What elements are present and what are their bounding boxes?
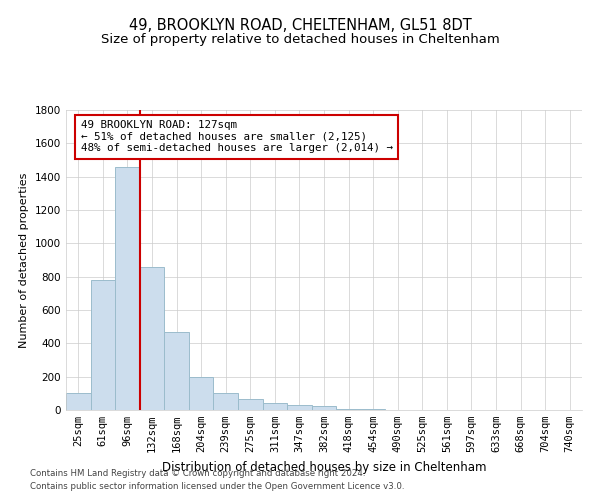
Bar	[287, 405, 312, 410]
Bar	[91, 280, 115, 410]
Bar	[263, 404, 287, 410]
Y-axis label: Number of detached properties: Number of detached properties	[19, 172, 29, 348]
Bar	[115, 166, 140, 410]
Text: Contains HM Land Registry data © Crown copyright and database right 2024.: Contains HM Land Registry data © Crown c…	[30, 468, 365, 477]
X-axis label: Distribution of detached houses by size in Cheltenham: Distribution of detached houses by size …	[162, 460, 486, 473]
Text: 49 BROOKLYN ROAD: 127sqm
← 51% of detached houses are smaller (2,125)
48% of sem: 49 BROOKLYN ROAD: 127sqm ← 51% of detach…	[81, 120, 393, 153]
Bar	[336, 409, 361, 410]
Bar	[361, 409, 385, 410]
Bar	[312, 406, 336, 410]
Text: Contains public sector information licensed under the Open Government Licence v3: Contains public sector information licen…	[30, 482, 404, 491]
Bar	[164, 332, 189, 410]
Bar	[189, 376, 214, 410]
Text: 49, BROOKLYN ROAD, CHELTENHAM, GL51 8DT: 49, BROOKLYN ROAD, CHELTENHAM, GL51 8DT	[128, 18, 472, 32]
Text: Size of property relative to detached houses in Cheltenham: Size of property relative to detached ho…	[101, 32, 499, 46]
Bar	[214, 394, 238, 410]
Bar	[238, 399, 263, 410]
Bar	[140, 266, 164, 410]
Bar	[66, 394, 91, 410]
